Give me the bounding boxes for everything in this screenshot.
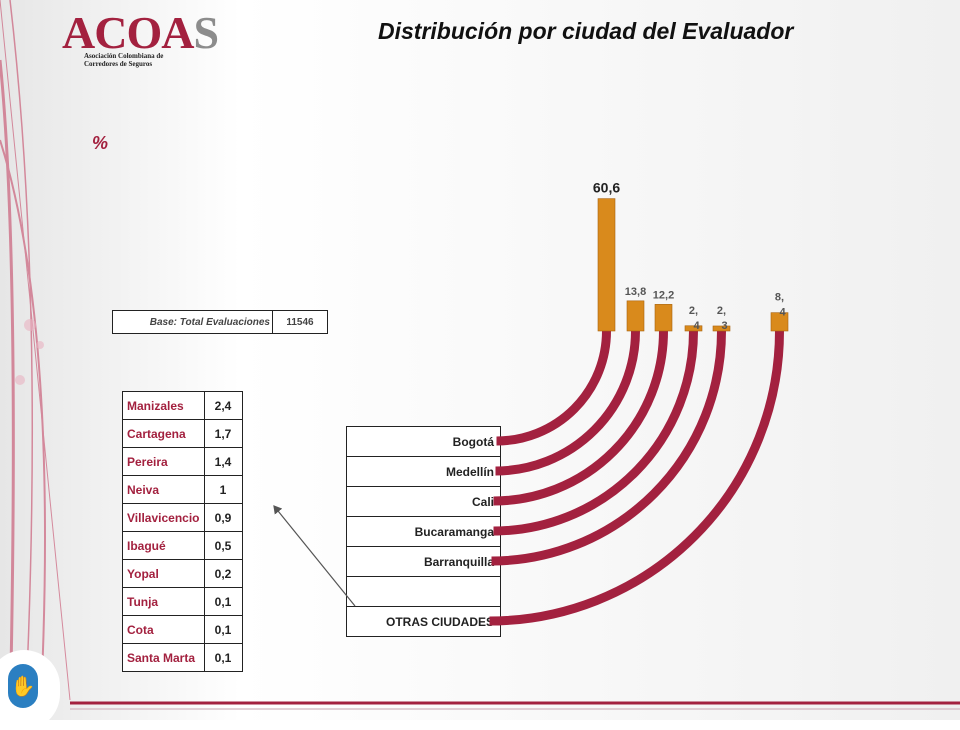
unit-label: %	[92, 133, 109, 153]
page-title: Distribución por ciudad del Evaluador	[378, 18, 794, 44]
base-label: Base: Total Evaluaciones	[113, 311, 273, 333]
city-value: 0,1	[203, 643, 243, 672]
logo-subtitle-line1: Asociación Colombiana de	[84, 52, 164, 60]
city-name: Cartagena	[122, 419, 205, 448]
category-label: Bogotá	[346, 426, 501, 457]
table-row: Ibagué 0,5	[122, 531, 243, 560]
other-cities-table: Manizales 2,4 Cartagena 1,7 Pereira 1,4 Neiva 1…	[122, 391, 243, 672]
city-value: 0,2	[203, 559, 243, 588]
data-label: 8, 4	[775, 292, 787, 319]
category-arc	[495, 330, 640, 476]
bar	[654, 304, 673, 332]
city-value: 2,4	[203, 391, 243, 420]
city-value: 1	[203, 475, 243, 504]
category-arc	[493, 330, 668, 506]
city-value: 1,4	[203, 447, 243, 476]
data-label: 60,6	[593, 180, 620, 196]
category-label: OTRAS CIUDADES	[346, 606, 501, 637]
table-row: Yopal 0,2	[122, 559, 243, 588]
connector-arrow	[273, 505, 356, 607]
acoas-logo: ACOAS Asociación Colombiana de Corredore…	[62, 8, 222, 70]
table-row: Manizales 2,4	[122, 391, 243, 420]
base-value: 11546	[286, 316, 314, 328]
city-name: Manizales	[122, 391, 205, 420]
table-row: Villavicencio 0,9	[122, 503, 243, 532]
city-name: Villavicencio	[122, 503, 205, 532]
city-value: 1,7	[203, 419, 243, 448]
category-row: Bogotá	[346, 426, 501, 457]
category-arc	[496, 330, 611, 446]
logo-name: ACOA	[62, 7, 194, 58]
bar	[684, 325, 703, 332]
base-box: Base: Total Evaluaciones 11546	[112, 310, 328, 334]
bar	[770, 312, 789, 332]
data-label: 12,2	[653, 289, 674, 301]
bar	[597, 198, 616, 332]
table-row: Neiva 1	[122, 475, 243, 504]
category-row: OTRAS CIUDADES	[346, 606, 501, 637]
data-label: 13,8	[625, 286, 646, 298]
category-arc	[493, 330, 698, 536]
logo-name-tail: S	[193, 7, 219, 58]
logo-subtitle-line2: Corredores de Seguros	[84, 60, 153, 68]
category-table: Bogotá Medellín Cali Bucaramanga Barranquill…	[346, 426, 501, 637]
table-row: Pereira 1,4	[122, 447, 243, 476]
city-name: Ibagué	[122, 531, 205, 560]
data-label: 2, 4	[689, 305, 701, 332]
city-value: 0,1	[203, 615, 243, 644]
city-value: 0,9	[203, 503, 243, 532]
hand-icon: ✋	[8, 664, 38, 708]
table-row: Santa Marta 0,1	[122, 643, 243, 672]
bar	[712, 325, 731, 332]
category-arc	[491, 330, 726, 566]
data-label: 2, 3	[717, 305, 728, 332]
bar	[626, 300, 645, 332]
city-name: Pereira	[122, 447, 205, 476]
category-arc	[489, 330, 784, 626]
table-row: Cartagena 1,7	[122, 419, 243, 448]
city-name: Yopal	[122, 559, 205, 588]
